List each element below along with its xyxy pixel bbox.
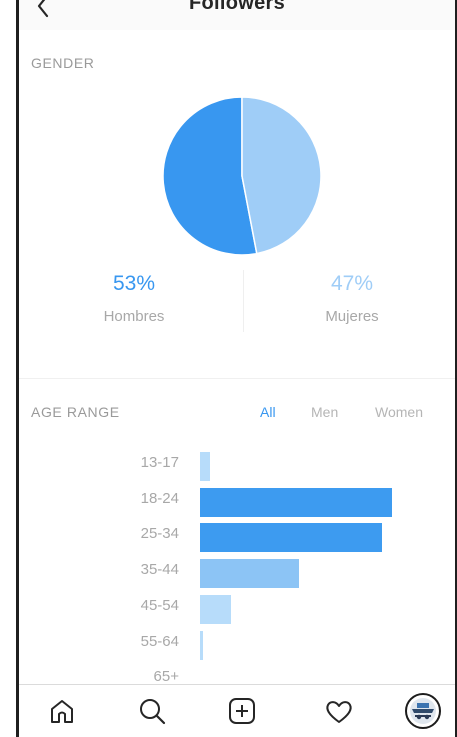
women-percentage: 47% bbox=[330, 272, 374, 295]
age-bar-45-54 bbox=[200, 594, 231, 624]
age-label-18-24: 18-24 bbox=[140, 489, 179, 507]
profile-avatar-icon[interactable] bbox=[405, 693, 441, 729]
section-divider bbox=[19, 378, 455, 379]
add-post-icon[interactable] bbox=[226, 695, 258, 727]
men-percentage: 53% bbox=[112, 272, 156, 295]
age-range-section-label: AGE RANGE bbox=[31, 404, 120, 420]
age-label-25-34: 25-34 bbox=[140, 525, 179, 543]
age-bar-25-34 bbox=[200, 523, 382, 553]
followers-screen: Followers GENDER 53% Hombres 47% Mujeres… bbox=[19, 0, 455, 737]
chevron-left-icon bbox=[31, 0, 57, 22]
left-margin bbox=[0, 0, 16, 737]
stat-divider bbox=[243, 270, 244, 332]
women-label: Mujeres bbox=[325, 308, 379, 325]
home-icon[interactable] bbox=[46, 695, 78, 727]
pie-slice-hombres bbox=[162, 96, 258, 256]
device-frame-edge bbox=[16, 0, 19, 737]
device-frame-edge-right bbox=[455, 0, 457, 737]
heart-icon[interactable] bbox=[323, 695, 355, 727]
age-label-55-64: 55-64 bbox=[140, 632, 179, 650]
pie-slice-mujeres bbox=[241, 96, 322, 255]
page-title: Followers bbox=[188, 0, 286, 14]
age-bar-13-17 bbox=[200, 452, 211, 481]
age-bar-18-24 bbox=[200, 487, 392, 517]
age-bar-35-44 bbox=[200, 559, 300, 589]
search-icon[interactable] bbox=[136, 695, 168, 727]
top-navigation-bar: Followers bbox=[19, 0, 455, 30]
bottom-tab-bar bbox=[19, 684, 455, 737]
gender-section-label: GENDER bbox=[31, 55, 95, 71]
age-label-35-44: 35-44 bbox=[140, 561, 179, 579]
age-label-65plus: 65+ bbox=[153, 668, 179, 686]
age-label-45-54: 45-54 bbox=[140, 596, 179, 614]
men-label: Hombres bbox=[103, 308, 165, 325]
age-bar-55-64 bbox=[200, 630, 204, 660]
filter-tab-women[interactable]: Women bbox=[375, 404, 423, 420]
back-button[interactable] bbox=[31, 0, 57, 22]
filter-tab-men[interactable]: Men bbox=[311, 404, 339, 420]
gender-pie-chart bbox=[162, 96, 322, 256]
filter-tab-all[interactable]: All bbox=[260, 404, 276, 420]
age-label-13-17: 13-17 bbox=[140, 454, 179, 471]
